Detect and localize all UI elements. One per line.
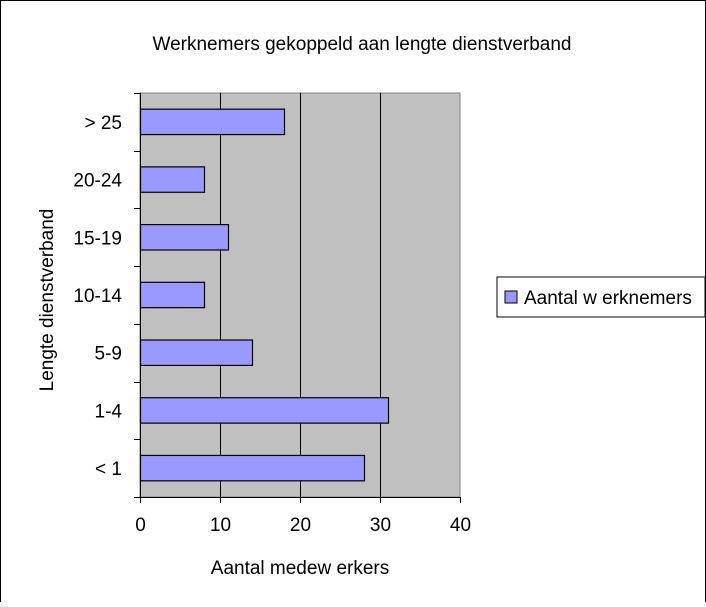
y-tick-labels: < 1 1-4 5-9 10-14 15-19 20-24 > 25 bbox=[73, 113, 122, 480]
y-tick-label: 1-4 bbox=[95, 401, 123, 422]
x-axis-label: Aantal medew erkers bbox=[211, 558, 389, 579]
x-tick-label: 0 bbox=[135, 515, 146, 536]
bar bbox=[139, 223, 230, 251]
legend: Aantal w erknemers bbox=[496, 276, 706, 318]
x-tick-labels: 0 10 20 30 40 bbox=[135, 515, 471, 536]
bar bbox=[139, 108, 286, 136]
x-tick-label: 40 bbox=[450, 515, 471, 536]
y-tick-label: 15-19 bbox=[73, 228, 122, 249]
bars bbox=[139, 108, 390, 482]
x-tick-label: 20 bbox=[290, 515, 311, 536]
bar bbox=[139, 454, 366, 482]
y-tick-label: > 25 bbox=[84, 113, 122, 134]
gridlines bbox=[220, 93, 381, 497]
legend-swatch bbox=[504, 290, 518, 304]
legend-label: Aantal w erknemers bbox=[524, 288, 692, 309]
y-tick-label: 20-24 bbox=[73, 171, 122, 192]
bar bbox=[139, 166, 206, 193]
y-tick-label: < 1 bbox=[95, 459, 122, 480]
chart-title: Werknemers gekoppeld aan lengte dienstve… bbox=[153, 34, 572, 55]
x-tick-label: 30 bbox=[370, 515, 391, 536]
legend-box bbox=[496, 276, 706, 318]
y-axis-label: Lengte dienstverband bbox=[37, 209, 58, 392]
y-tick-label: 5-9 bbox=[95, 344, 122, 365]
x-tick-label: 10 bbox=[210, 515, 231, 536]
y-tick-label: 10-14 bbox=[73, 286, 122, 307]
bar bbox=[139, 397, 390, 424]
bar bbox=[139, 281, 206, 309]
bar bbox=[139, 339, 254, 367]
